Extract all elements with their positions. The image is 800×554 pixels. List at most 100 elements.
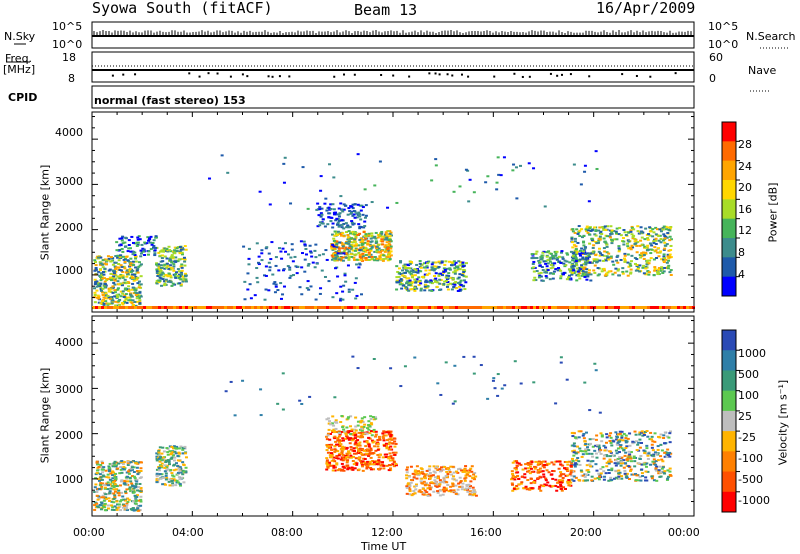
echo-cell [452,260,456,263]
echo-cell-nearrange [446,306,449,309]
echo-cell [454,479,458,482]
echo-cell [638,270,642,273]
echo-cell [163,284,167,287]
echo-cell [620,456,624,459]
echo-cell [95,502,99,505]
echo-cell [640,236,644,239]
echo-cell [99,279,103,282]
echo-cell [360,462,364,465]
echo-cell [570,462,574,465]
echo-cell [624,462,628,465]
echo-cell [323,202,327,205]
echo-cell [625,270,629,273]
echo-cell [412,490,416,493]
echo-cell [413,289,417,292]
echo-cell-nearrange [593,306,596,309]
echo-cell [440,261,444,264]
echo-cell [136,461,140,464]
echo-cell [654,460,658,463]
echo-cell [569,469,573,472]
echo-cell [430,289,434,292]
echo-cell [139,255,143,258]
echo-cell [641,475,645,478]
echo-cell [576,273,580,276]
echo-cell [344,222,348,225]
echo-cell-nearrange [311,306,314,309]
echo-cell [341,426,345,429]
echo-cell [608,450,612,453]
echo-cell [180,273,184,276]
echo-cell [614,464,618,467]
echo-cell [648,242,652,245]
echo-cell [348,430,352,433]
echo-cell [112,492,116,495]
echo-cell [580,252,584,255]
echo-cell [304,253,308,256]
echo-cell-nearrange [113,306,116,309]
echo-cell [612,477,616,480]
echo-cell [139,263,143,266]
echo-cell [633,460,637,463]
echo-cell [407,264,411,267]
echo-cell [640,463,644,466]
echo-cell [115,266,119,269]
echo-cell [358,263,362,266]
echo-cell [562,473,566,476]
echo-cell [559,251,563,254]
echo-cell [652,240,656,243]
echo-cell [465,484,469,487]
echo-cell [572,442,576,445]
echo-cell [380,230,384,233]
echo-cell [264,247,268,250]
echo-cell [442,490,446,493]
echo-cell [470,470,474,473]
echo-cell [522,487,526,490]
echo-cell [656,268,660,271]
echo-cell [669,226,673,229]
echo-cell [589,442,593,445]
echo-cell [621,270,625,273]
echo-cell [343,272,347,275]
echo-cell [590,229,594,232]
echo-cell [568,268,572,271]
echo-cell [389,231,393,234]
echo-cell [537,487,541,490]
echo-cell [155,271,159,274]
echo-cell-nearrange [674,306,677,309]
echo-cell [642,272,646,275]
echo-cell [557,260,561,263]
echo-cell [154,236,158,239]
echo-cell [319,212,323,215]
echo-cell-nearrange [581,306,584,309]
echo-cell [178,470,182,473]
echo-cell [617,472,621,475]
echo-cell [330,443,334,446]
echo-cell [559,275,563,278]
echo-cell [656,272,660,275]
echo-cell [559,474,563,477]
echo-cell [132,491,136,494]
echo-cell [172,263,176,266]
echo-cell [324,197,328,200]
echo-cell [585,227,589,230]
echo-cell [370,257,374,260]
echo-cell [138,490,142,493]
echo-cell [428,488,432,491]
echo-cell [347,240,351,243]
echo-cell [101,294,105,297]
echo-cell [621,462,625,465]
echo-cell [105,497,109,500]
echo-cell [650,475,654,478]
echo-cell [620,436,624,439]
echo-cell [384,248,388,251]
echo-cell-nearrange [362,306,365,309]
echo-cell [171,474,175,477]
echo-cell [636,241,640,244]
echo-cell [337,258,341,261]
echo-cell [565,260,569,263]
echo-cell [612,440,616,443]
echo-cell [427,484,431,487]
echo-cell [113,289,117,292]
echo-cell [150,243,154,246]
echo-cell-nearrange [224,306,227,309]
